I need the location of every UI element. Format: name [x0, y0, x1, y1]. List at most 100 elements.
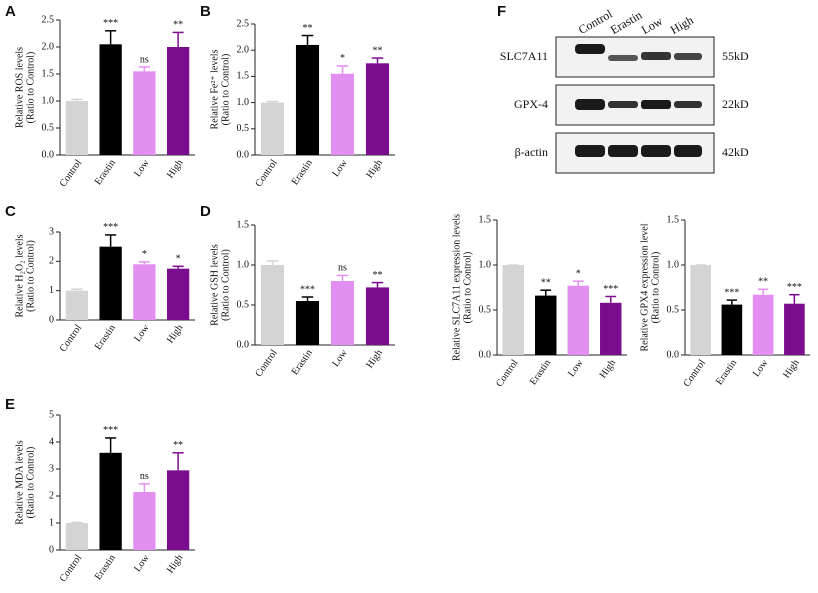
x-tick-label: Low — [330, 347, 350, 369]
bar — [99, 452, 122, 550]
error-bar — [71, 98, 83, 101]
panel-letter: A — [5, 3, 16, 20]
y-tick-label: 0 — [49, 314, 54, 325]
bar — [330, 73, 355, 155]
error-bar — [572, 280, 584, 286]
y-tick-label: 2.5 — [237, 18, 250, 29]
bar — [784, 303, 805, 355]
x-tick-label: Low — [566, 357, 586, 379]
x-tick-label: Control — [58, 323, 85, 355]
y-tick-label: 0.0 — [237, 149, 250, 160]
x-tick-label: High — [165, 323, 185, 346]
y-axis-label: (Ratio to Control) — [25, 52, 36, 124]
bar-chart: B Relative Fe²⁺ levels (Ratio to Control) 0… — [200, 3, 395, 189]
y-axis-label: Relative ROS levels — [14, 47, 25, 128]
significance-label: ** — [303, 23, 313, 34]
x-tick-label: Low — [132, 322, 152, 344]
bar — [65, 101, 89, 155]
bar — [133, 264, 156, 320]
y-tick-label: 2.5 — [42, 14, 55, 25]
bar — [99, 44, 122, 155]
error-bar — [336, 65, 349, 74]
significance-label: *** — [300, 284, 315, 295]
significance-label: ** — [373, 45, 383, 56]
protein-label: SLC7A11 — [500, 49, 548, 63]
x-tick-label: High — [781, 358, 801, 381]
y-tick-label: 1.0 — [237, 259, 250, 270]
bar-chart: D Relative GSH levels (Ratio to Control) 0.… — [200, 203, 395, 379]
significance-label: ns — [140, 471, 149, 482]
significance-label: * — [576, 268, 581, 279]
size-label: 55kD — [722, 49, 749, 63]
y-tick-label: 1.0 — [42, 95, 55, 106]
lane-label: Low — [639, 14, 665, 37]
band — [641, 145, 671, 157]
band — [608, 145, 638, 157]
x-tick-label: Control — [253, 348, 280, 380]
y-tick-label: 3 — [49, 463, 54, 474]
y-tick-label: 0.5 — [237, 299, 250, 310]
error-bar — [301, 296, 314, 301]
bar — [260, 102, 285, 155]
panel-letter: D — [200, 203, 211, 220]
significance-label: ns — [338, 263, 347, 274]
bar — [295, 301, 320, 345]
y-axis-label: (Ratio to Control) — [25, 240, 36, 312]
x-tick-label: Low — [132, 157, 152, 179]
bar — [535, 295, 557, 355]
bar-chart: A Relative ROS levels (Ratio to Control) 0.… — [5, 3, 195, 189]
error-bar — [266, 260, 279, 265]
y-axis-label: Relative Fe²⁺ levels — [209, 49, 220, 129]
band — [674, 101, 702, 108]
significance-label: * — [340, 53, 345, 64]
error-bar — [726, 299, 738, 305]
error-bar — [789, 293, 800, 304]
error-bar — [71, 288, 83, 291]
bar — [365, 63, 390, 155]
y-tick-label: 0.0 — [237, 339, 250, 350]
error-bar — [266, 100, 279, 103]
y-tick-label: 1.5 — [237, 71, 250, 82]
x-tick-label: Erastin — [714, 358, 739, 388]
x-tick-label: High — [364, 348, 384, 371]
x-tick-label: Erastin — [290, 348, 315, 378]
y-tick-label: 2.0 — [237, 44, 250, 55]
significance-label: *** — [787, 282, 802, 293]
western-blot: F Control Erastin Low High SLC7A11 GPX-4… — [497, 3, 749, 174]
error-bar — [105, 30, 117, 45]
y-tick-label: 0.0 — [42, 149, 55, 160]
significance-label: *** — [103, 425, 118, 436]
y-tick-label: 3 — [49, 226, 54, 237]
error-bar — [371, 281, 384, 288]
band — [641, 100, 671, 109]
y-axis-label: Relative H₂O₂ levels — [14, 234, 25, 317]
significance-label: *** — [103, 18, 118, 29]
y-axis-label: (Ratio to Control) — [220, 249, 231, 321]
size-label: 42kD — [722, 145, 749, 159]
x-tick-label: Low — [132, 552, 152, 574]
bar — [99, 246, 122, 320]
y-tick-label: 0.5 — [479, 304, 492, 315]
band — [608, 101, 638, 108]
y-tick-label: 2.0 — [42, 41, 55, 52]
y-axis-label: (Ratio to Control) — [650, 252, 661, 324]
y-tick-label: 1.5 — [667, 214, 680, 225]
panel-letter: E — [5, 396, 15, 413]
y-axis-label: Relative GSH levels — [209, 244, 220, 326]
bar — [330, 281, 355, 345]
error-bar — [757, 288, 769, 295]
y-tick-label: 0.0 — [667, 349, 680, 360]
error-bar — [371, 57, 384, 64]
panel-letter: C — [5, 203, 16, 220]
y-tick-label: 1.5 — [42, 68, 55, 79]
x-tick-label: Control — [494, 358, 521, 390]
significance-label: ** — [173, 440, 183, 451]
y-axis-label: (Ratio to Control) — [25, 447, 36, 519]
bar-chart: Relative GPX4 expression level (Ratio to … — [639, 214, 810, 389]
panel-letter: F — [497, 3, 506, 20]
protein-label: β-actin — [515, 145, 548, 159]
band — [575, 145, 605, 157]
x-tick-label: Low — [330, 157, 350, 179]
significance-label: *** — [103, 222, 118, 233]
bar — [133, 491, 156, 550]
